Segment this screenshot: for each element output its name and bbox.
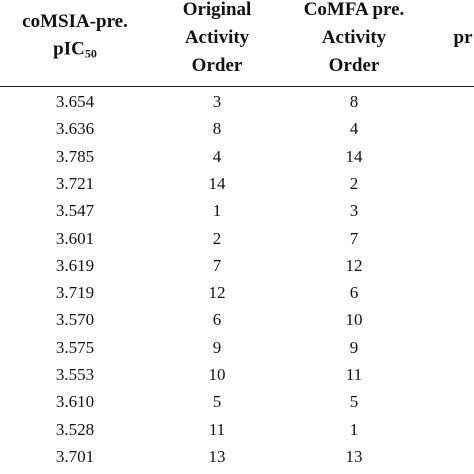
header-text: coMSIA-pre. xyxy=(22,11,128,32)
cell: 6 xyxy=(212,310,222,330)
cell: 5 xyxy=(349,392,359,412)
cell: 8 xyxy=(349,92,359,111)
header-text: Activity xyxy=(184,27,250,48)
cell: 3.553 xyxy=(55,365,95,384)
cell: 14 xyxy=(208,173,226,193)
cell: 3 xyxy=(212,92,222,111)
header-text: Activity xyxy=(321,27,387,48)
cell: 4 xyxy=(212,146,222,166)
cell: 12 xyxy=(208,283,226,303)
header-rule xyxy=(0,86,474,87)
cell: 3.547 xyxy=(55,201,95,221)
subscript: 50 xyxy=(84,46,97,61)
header-text: pr xyxy=(453,27,473,48)
header-text: Order xyxy=(328,55,380,76)
cell: 3.701 xyxy=(55,446,95,466)
cell: 5 xyxy=(212,392,222,412)
cell: 10 xyxy=(345,310,363,330)
cell: 3.570 xyxy=(55,310,95,330)
cell: 1 xyxy=(349,419,359,439)
cell: 7 xyxy=(212,255,222,275)
cell: 3.619 xyxy=(55,255,95,275)
cell: 3.721 xyxy=(55,173,95,193)
cell: 3.610 xyxy=(55,392,95,412)
header-text: Order xyxy=(191,55,243,76)
header-text: pIC xyxy=(53,38,85,60)
cell: 4 xyxy=(349,119,359,139)
cell: 10 xyxy=(208,365,226,384)
cell: 3.528 xyxy=(55,419,95,439)
cell: 3.654 xyxy=(55,92,95,111)
cell: 3.601 xyxy=(55,228,95,248)
cell: 1 xyxy=(212,201,222,221)
cell: 3.785 xyxy=(55,146,95,166)
cell: 3.636 xyxy=(55,119,95,139)
cell: 2 xyxy=(349,173,359,193)
cell: 3.575 xyxy=(55,337,95,357)
header-text: Original xyxy=(182,0,252,20)
cell: 13 xyxy=(345,446,363,466)
cell: 9 xyxy=(349,337,359,357)
cell: 12 xyxy=(345,255,363,275)
cell: 13 xyxy=(208,446,226,466)
cell: 11 xyxy=(345,365,363,384)
cell: 9 xyxy=(212,337,222,357)
cell: 14 xyxy=(345,146,363,166)
header-text: pIC50 xyxy=(53,39,97,62)
cell: 7 xyxy=(349,228,359,248)
cell: 6 xyxy=(349,283,359,303)
cell: 3 xyxy=(349,201,359,221)
cell: 2 xyxy=(212,228,222,248)
cell: 3.719 xyxy=(55,283,95,303)
cell: 8 xyxy=(212,119,222,139)
header-text: CoMFA pre. xyxy=(303,0,405,20)
cell: 11 xyxy=(208,419,226,439)
